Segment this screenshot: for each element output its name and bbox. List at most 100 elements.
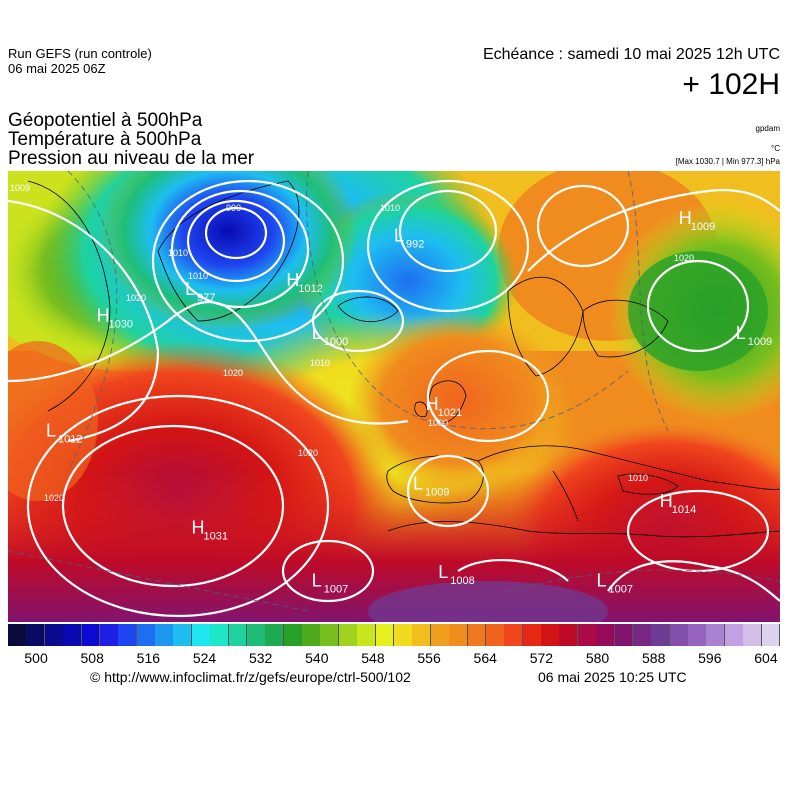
legend-swatch <box>44 624 64 646</box>
legend-tick-label: 604 <box>754 650 778 666</box>
high-pressure-center: H <box>97 305 110 325</box>
pressure-center-value: 1009 <box>748 336 772 348</box>
legend-tick-label: 564 <box>473 650 497 666</box>
title-geopotential: Géopotentiel à 500hPa <box>8 110 203 131</box>
pressure-center-value: 1009 <box>425 486 449 498</box>
low-pressure-center: L <box>736 323 746 343</box>
legend-swatch <box>577 624 597 646</box>
low-pressure-center: L <box>438 562 448 582</box>
isobar-label: 1020 <box>126 293 146 303</box>
low-pressure-center: L <box>185 279 195 299</box>
isobar-label: 1020 <box>674 253 694 263</box>
forecast-valid-time: Echéance : samedi 10 mai 2025 12h UTC <box>482 46 780 63</box>
legend-swatch <box>320 624 340 646</box>
legend-swatch <box>173 624 193 646</box>
legend-tick-label: 548 <box>361 650 385 666</box>
high-pressure-center: H <box>660 491 673 511</box>
isobar-label: 1010 <box>188 271 208 281</box>
legend-tick-label: 532 <box>248 650 273 666</box>
pressure-center-value: 1031 <box>204 531 228 543</box>
lead-time: + 102H <box>682 68 780 101</box>
low-pressure-center: L <box>413 473 423 493</box>
isobar-label: 1020 <box>223 368 243 378</box>
legend-swatch <box>302 624 321 646</box>
legend-tick-label: 596 <box>698 650 722 666</box>
legend-swatch <box>559 624 579 646</box>
pressure-center-value: 1008 <box>450 575 474 587</box>
pressure-center-value: 1012 <box>298 283 322 295</box>
legend-swatch <box>706 624 726 646</box>
pressure-center-value: 992 <box>406 239 424 251</box>
pressure-center-value: 1007 <box>324 584 348 596</box>
high-pressure-center: H <box>679 208 692 228</box>
legend-swatch <box>136 624 156 646</box>
legend-swatch <box>8 624 27 646</box>
legend-swatch <box>467 624 487 646</box>
run-date: 06 mai 2025 06Z <box>8 61 106 76</box>
legend-swatch <box>522 624 542 646</box>
pressure-center-value: 1012 <box>58 433 82 445</box>
isobar-label: 1010 <box>380 203 400 213</box>
title-temperature: Température à 500hPa <box>8 129 202 150</box>
isobar-label: 1010 <box>168 248 188 258</box>
legend-swatch <box>155 624 174 646</box>
legend-swatch <box>191 624 211 646</box>
legend-swatch <box>228 624 248 646</box>
legend-tick-label: 516 <box>136 650 161 666</box>
isobar-label: 1000 <box>428 418 448 428</box>
pressure-center-value: 1021 <box>438 407 462 419</box>
legend-swatch <box>485 624 505 646</box>
legend-swatch <box>724 624 744 646</box>
legend-swatch <box>246 624 266 646</box>
legend-swatch <box>651 624 671 646</box>
low-pressure-center: L <box>596 571 606 591</box>
pressure-center-value: 1007 <box>608 584 632 596</box>
legend-swatch <box>283 624 303 646</box>
unit-gpdam: gpdam <box>755 124 780 133</box>
legend-swatch <box>394 624 413 646</box>
legend-tick-label: 572 <box>529 650 554 666</box>
legend-swatch <box>541 624 560 646</box>
title-pressure: Pression au niveau de la mer <box>8 148 255 169</box>
legend-swatch <box>669 624 689 646</box>
color-legend <box>8 624 781 646</box>
legend-tick-label: 580 <box>585 650 610 666</box>
legend-swatch <box>99 624 119 646</box>
legend-swatch <box>761 624 781 646</box>
pressure-range: [Max 1030.7 | Min 977.3] hPa <box>675 157 780 166</box>
legend-swatch <box>596 624 616 646</box>
run-label: Run GEFS (run controle) <box>8 46 152 61</box>
high-pressure-center: H <box>426 394 439 414</box>
high-pressure-center: H <box>192 518 205 538</box>
isobar-label: 990 <box>226 203 241 213</box>
pressure-center-value: 1030 <box>109 318 133 330</box>
legend-tick-label: 588 <box>641 650 666 666</box>
isobar-label: 1010 <box>310 358 330 368</box>
legend-swatch <box>81 624 101 646</box>
legend-swatch <box>412 624 432 646</box>
legend-swatch <box>63 624 83 646</box>
legend-swatch <box>26 624 46 646</box>
isobar-label: 1020 <box>298 448 318 458</box>
pressure-center-value: 1014 <box>672 504 696 516</box>
legend-swatch <box>504 624 524 646</box>
legend-tick-label: 500 <box>24 650 48 666</box>
pressure-center-value: 1000 <box>324 336 348 348</box>
low-pressure-center: L <box>46 420 56 440</box>
isobar-label: 1010 <box>628 473 648 483</box>
issue-timestamp: 06 mai 2025 10:25 UTC <box>538 669 687 685</box>
legend-swatch <box>632 624 652 646</box>
legend-swatch <box>375 624 395 646</box>
source-url: © http://www.infoclimat.fr/z/gefs/europe… <box>90 669 411 685</box>
legend-swatch <box>210 624 230 646</box>
legend-swatch <box>357 624 377 646</box>
low-pressure-center: L <box>312 571 322 591</box>
high-pressure-center: H <box>286 270 299 290</box>
legend-swatch <box>338 624 358 646</box>
legend-tick-label: 556 <box>417 650 441 666</box>
legend-swatch <box>614 624 634 646</box>
isobar-label: 1009 <box>10 183 30 193</box>
legend-swatch <box>743 624 763 646</box>
